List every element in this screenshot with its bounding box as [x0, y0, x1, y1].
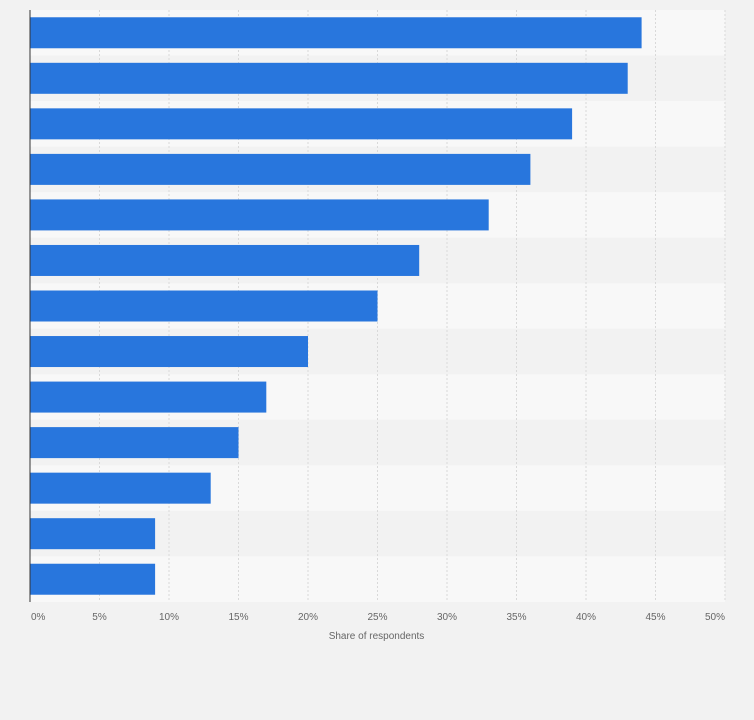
x-tick-label: 45%	[645, 612, 665, 623]
bar	[30, 62, 628, 94]
bar	[30, 427, 239, 459]
bar	[30, 17, 642, 49]
bar	[30, 153, 531, 185]
bar	[30, 518, 156, 550]
x-tick-label: 30%	[437, 612, 457, 623]
x-tick-label: 35%	[506, 612, 526, 623]
bar	[30, 472, 211, 504]
bar	[30, 290, 378, 322]
bar	[30, 244, 420, 276]
bars	[30, 17, 642, 595]
x-tick-label: 50%	[705, 612, 725, 623]
bar	[30, 336, 308, 368]
x-tick-label: 25%	[367, 612, 387, 623]
x-axis-title: Share of respondents	[329, 631, 425, 642]
bar	[30, 199, 489, 231]
bar	[30, 108, 573, 140]
x-tick-label: 20%	[298, 612, 318, 623]
bar	[30, 563, 156, 595]
x-tick-label: 5%	[92, 612, 107, 623]
x-tick-label: 15%	[228, 612, 248, 623]
x-tick-label: 0%	[31, 612, 46, 623]
x-tick-label: 10%	[159, 612, 179, 623]
bar	[30, 381, 267, 413]
x-axis-ticks: 0% 5% 10% 15% 20% 25% 30% 35% 40% 45% 50%	[31, 612, 725, 623]
x-tick-label: 40%	[576, 612, 596, 623]
